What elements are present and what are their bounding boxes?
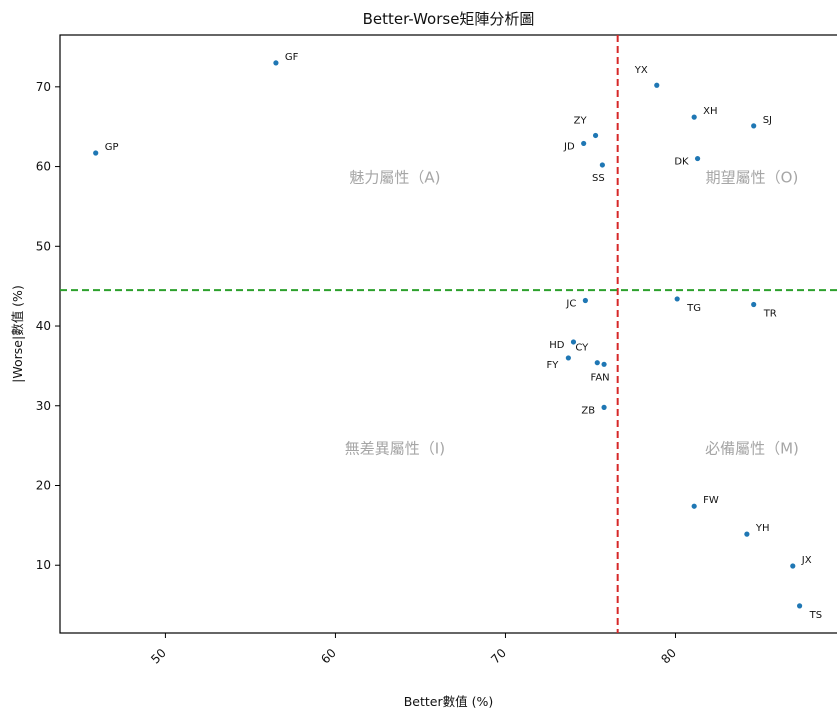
point-label: HD	[549, 340, 565, 351]
x-tick-label: 60	[318, 646, 339, 667]
point-label: CY	[575, 343, 589, 354]
point-label: DK	[674, 157, 689, 168]
plot-frame	[59, 34, 837, 634]
point-label: FY	[546, 360, 559, 371]
data-point	[744, 531, 750, 537]
point-label: FW	[703, 495, 719, 506]
y-tick-label: 50	[36, 239, 51, 253]
point-label: JX	[801, 555, 812, 566]
data-point	[582, 297, 588, 304]
point-label: TG	[686, 303, 701, 314]
y-tick-label: 10	[36, 558, 51, 572]
point-label: GP	[105, 142, 119, 153]
y-tick-label: 40	[36, 319, 51, 333]
x-tick-label: 50	[148, 646, 169, 667]
data-point	[751, 301, 757, 308]
y-tick-label: 20	[36, 478, 51, 492]
data-point	[601, 361, 607, 367]
quadrant-label: 魅力屬性（A)	[349, 169, 440, 187]
quadrant-label: 必備屬性（M)	[705, 440, 799, 458]
quadrant-label: 無差異屬性（I)	[345, 440, 445, 458]
point-label: JD	[563, 141, 575, 152]
data-point	[694, 155, 701, 162]
y-tick-label: 70	[36, 80, 51, 94]
point-label: ZY	[574, 115, 588, 126]
data-point	[570, 339, 577, 345]
data-point	[751, 123, 757, 129]
point-label: TS	[809, 610, 822, 621]
point-label: JC	[565, 299, 576, 310]
point-label: SJ	[763, 115, 772, 126]
chart-title: Better-Worse矩陣分析圖	[363, 10, 535, 28]
data-point	[592, 132, 599, 139]
data-point	[581, 140, 587, 147]
quadrant-label: 期望屬性（O)	[706, 169, 799, 187]
data-point	[674, 296, 680, 302]
point-label: YH	[755, 523, 770, 534]
x-tick-label: 80	[658, 646, 679, 667]
data-point	[691, 503, 697, 509]
y-axis-label: |Worse|數值 (%)	[10, 285, 25, 383]
data-point	[691, 114, 697, 120]
data-point	[790, 563, 796, 569]
point-label: FAN	[590, 372, 609, 383]
data-point	[654, 82, 660, 88]
data-point	[796, 603, 803, 609]
point-label: ZB	[581, 405, 595, 416]
point-label: TR	[763, 308, 777, 319]
data-point	[601, 404, 607, 410]
y-tick-label: 30	[36, 399, 51, 413]
data-point	[273, 60, 279, 66]
data-point	[93, 150, 99, 156]
data-point	[565, 355, 571, 361]
plot-area: 50 60 70 80 10 20 30 40 50 60 70 魅力屬性（A) 期望屬性（O) 無差異屬…	[36, 34, 837, 667]
point-label: GF	[285, 52, 299, 63]
point-label: YX	[634, 65, 648, 76]
x-tick-label: 70	[488, 646, 509, 667]
point-label: SS	[592, 173, 605, 184]
data-point	[594, 360, 600, 366]
point-label: XH	[703, 106, 717, 117]
data-point	[599, 162, 605, 168]
y-tick-label: 60	[36, 160, 51, 174]
x-axis-label: Better數值 (%)	[404, 694, 494, 709]
